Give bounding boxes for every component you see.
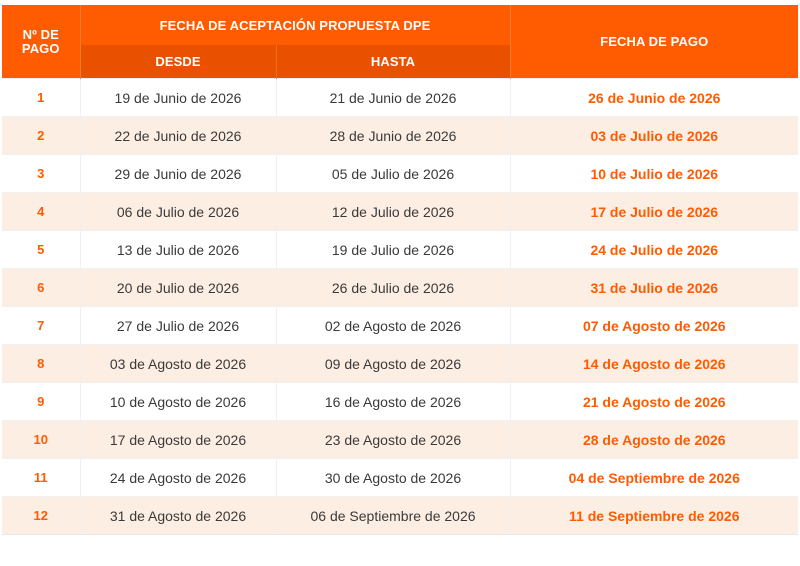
- payment-number-cell: 12: [2, 496, 81, 535]
- to-date-cell: 28 de Junio de 2026: [276, 116, 511, 155]
- payment-number-header: Nº DE PAGO: [2, 5, 81, 79]
- table-row: 11 24 de Agosto de 2026 30 de Agosto de 20…: [2, 458, 799, 497]
- payment-date-cell: 24 de Julio de 2026: [510, 230, 799, 269]
- from-date-cell: 17 de Agosto de 2026: [80, 420, 277, 459]
- table-row: 5 13 de Julio de 2026 19 de Julio de 2026 2…: [2, 230, 799, 269]
- table-row: 10 17 de Agosto de 2026 23 de Agosto de 20…: [2, 420, 799, 459]
- payment-date-cell: 03 de Julio de 2026: [510, 116, 799, 155]
- from-date-cell: 27 de Julio de 2026: [80, 306, 277, 345]
- payment-number-cell: 1: [2, 78, 81, 117]
- table-row: 3 29 de Junio de 2026 05 de Julio de 2026 1…: [2, 154, 799, 193]
- table-row: 4 06 de Julio de 2026 12 de Julio de 2026 1…: [2, 192, 799, 231]
- payment-number-cell: 4: [2, 192, 81, 231]
- from-date-cell: 20 de Julio de 2026: [80, 268, 277, 307]
- payment-date-cell: 26 de Junio de 2026: [510, 78, 799, 117]
- table-row: 12 31 de Agosto de 2026 06 de Septiembre d…: [2, 496, 799, 535]
- to-date-cell: 09 de Agosto de 2026: [276, 344, 511, 383]
- table-row: 8 03 de Agosto de 2026 09 de Agosto de 202…: [2, 344, 799, 383]
- payment-date-cell: 17 de Julio de 2026: [510, 192, 799, 231]
- table-row: 9 10 de Agosto de 2026 16 de Agosto de 202…: [2, 382, 799, 421]
- payment-schedule-table: Nº DE PAGO FECHA DE ACEPTACIÓN PROPUESTA…: [2, 5, 799, 535]
- from-date-header: DESDE: [80, 45, 277, 79]
- to-date-cell: 23 de Agosto de 2026: [276, 420, 511, 459]
- payment-date-cell: 14 de Agosto de 2026: [510, 344, 799, 383]
- to-date-cell: 30 de Agosto de 2026: [276, 458, 511, 497]
- payment-number-cell: 6: [2, 268, 81, 307]
- from-date-cell: 19 de Junio de 2026: [80, 78, 277, 117]
- acceptance-date-group-header: FECHA DE ACEPTACIÓN PROPUESTA DPE: [80, 5, 511, 45]
- from-date-cell: 24 de Agosto de 2026: [80, 458, 277, 497]
- to-date-cell: 19 de Julio de 2026: [276, 230, 511, 269]
- from-date-cell: 10 de Agosto de 2026: [80, 382, 277, 421]
- from-date-cell: 13 de Julio de 2026: [80, 230, 277, 269]
- from-date-cell: 03 de Agosto de 2026: [80, 344, 277, 383]
- to-date-cell: 05 de Julio de 2026: [276, 154, 511, 193]
- payment-date-cell: 11 de Septiembre de 2026: [510, 496, 799, 535]
- from-date-cell: 22 de Junio de 2026: [80, 116, 277, 155]
- to-date-cell: 06 de Septiembre de 2026: [276, 496, 511, 535]
- from-date-cell: 06 de Julio de 2026: [80, 192, 277, 231]
- payment-date-cell: 10 de Julio de 2026: [510, 154, 799, 193]
- from-date-cell: 29 de Junio de 2026: [80, 154, 277, 193]
- payment-date-header: FECHA DE PAGO: [509, 5, 799, 79]
- payment-date-cell: 28 de Agosto de 2026: [510, 420, 799, 459]
- payment-number-cell: 5: [2, 230, 81, 269]
- table-row: 7 27 de Julio de 2026 02 de Agosto de 2026…: [2, 306, 799, 345]
- table-header: Nº DE PAGO FECHA DE ACEPTACIÓN PROPUESTA…: [2, 5, 799, 79]
- to-date-cell: 26 de Julio de 2026: [276, 268, 511, 307]
- to-date-cell: 21 de Junio de 2026: [276, 78, 511, 117]
- table-row: 1 19 de Junio de 2026 21 de Junio de 2026 2…: [2, 78, 799, 117]
- payment-number-cell: 11: [2, 458, 81, 497]
- table-body: 1 19 de Junio de 2026 21 de Junio de 2026 2…: [2, 78, 799, 535]
- payment-number-cell: 2: [2, 116, 81, 155]
- payment-number-cell: 9: [2, 382, 81, 421]
- payment-date-cell: 07 de Agosto de 2026: [510, 306, 799, 345]
- payment-date-cell: 21 de Agosto de 2026: [510, 382, 799, 421]
- to-date-header: HASTA: [276, 45, 511, 79]
- table-row: 6 20 de Julio de 2026 26 de Julio de 2026 3…: [2, 268, 799, 307]
- payment-date-cell: 04 de Septiembre de 2026: [510, 458, 799, 497]
- from-date-cell: 31 de Agosto de 2026: [80, 496, 277, 535]
- table-row: 2 22 de Junio de 2026 28 de Junio de 2026 0…: [2, 116, 799, 155]
- payment-number-cell: 10: [2, 420, 81, 459]
- payment-number-header-line2: PAGO: [21, 40, 60, 56]
- payment-date-cell: 31 de Julio de 2026: [510, 268, 799, 307]
- payment-number-cell: 3: [2, 154, 81, 193]
- payment-number-cell: 8: [2, 344, 81, 383]
- to-date-cell: 12 de Julio de 2026: [276, 192, 511, 231]
- payment-number-cell: 7: [2, 306, 81, 345]
- to-date-cell: 02 de Agosto de 2026: [276, 306, 511, 345]
- payment-number-header-line1: Nº DE: [22, 26, 59, 42]
- to-date-cell: 16 de Agosto de 2026: [276, 382, 511, 421]
